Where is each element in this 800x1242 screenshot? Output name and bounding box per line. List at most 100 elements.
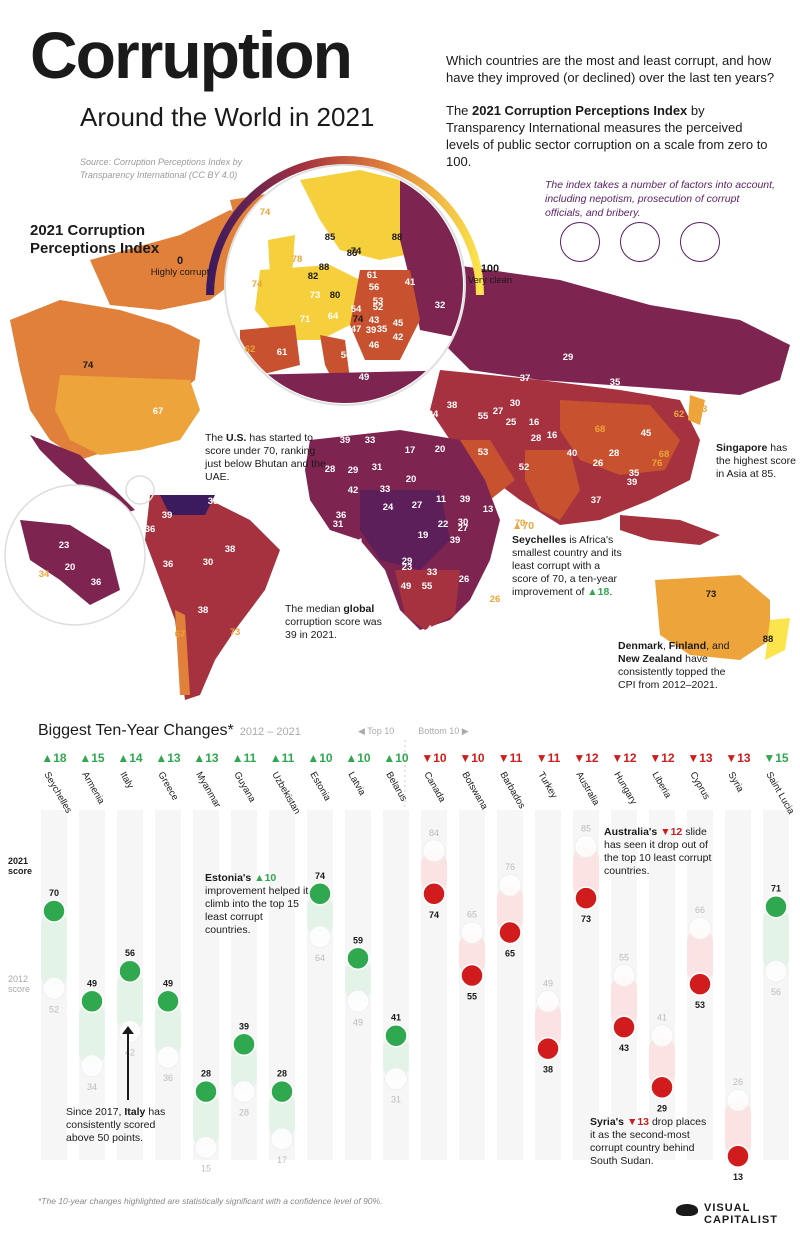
map-score-label: 67: [153, 406, 164, 417]
map-score-label: 36: [91, 577, 102, 588]
footnote: *The 10-year changes highlighted are sta…: [38, 1196, 383, 1206]
map-score-label: 25: [506, 417, 517, 428]
score-2012-label: 84: [429, 828, 439, 838]
score-2012-label: 26: [733, 1077, 743, 1087]
change-bar: [383, 1035, 409, 1079]
map-score-label: 88: [392, 232, 403, 243]
map-score-label: 13: [483, 504, 494, 515]
change-bar: [345, 958, 371, 1002]
change-label: ▼11: [498, 751, 523, 765]
change-label: ▲10: [383, 751, 409, 765]
chart-title: Biggest Ten-Year Changes* 2012 – 2021: [38, 722, 301, 739]
flag-2012-marker: [498, 873, 522, 897]
factors-note: The index takes a number of factors into…: [545, 179, 775, 219]
flag-2012-marker: [574, 835, 598, 858]
map-score-label: 45: [641, 428, 652, 439]
map-score-label: 32: [435, 300, 446, 311]
brand-logo: VISUAL CAPITALIST: [676, 1202, 778, 1226]
flag-2012-marker: [232, 1080, 256, 1104]
map-south-america: [145, 495, 280, 700]
flag-2012-marker: [308, 925, 332, 949]
map-score-label: 82: [308, 271, 319, 282]
score-2012-label: 28: [239, 1108, 249, 1118]
map-western-europe: [255, 265, 360, 340]
map-score-label: 52: [373, 302, 384, 313]
estonia-annotation: Estonia's ▲10 improvement helped it clim…: [205, 872, 309, 936]
flag-2021-marker: [194, 1079, 218, 1104]
map-score-label: 21: [353, 537, 364, 548]
score-2021-label: 38: [543, 1065, 553, 1075]
chart-tabs: ◀ Top 10 Bottom 10 ▶: [358, 726, 469, 737]
flag-2021-marker: [308, 882, 332, 906]
map-score-label: 41: [405, 277, 416, 288]
map-score-label: 30: [181, 455, 192, 466]
map-score-label: 46: [369, 340, 380, 351]
map-score-label: 26: [593, 458, 604, 469]
map-score-label: 62: [245, 344, 256, 355]
score-2021-label: 70: [49, 888, 59, 898]
scale-arc: [206, 156, 484, 296]
score-2021-label: 13: [733, 1172, 743, 1182]
score-2012-label: 85: [581, 824, 591, 834]
ten-year-change-chart: 70 52 ▲18 Seychelles 49 34 ▲15 Armenia 56 42 ▲14 It…: [41, 740, 797, 1182]
chart-column-bg: [307, 810, 333, 1160]
map-score-label: 67: [175, 629, 186, 640]
score-2021-label: 55: [467, 992, 477, 1002]
seychelles-annotation: Seychelles is Africa's smallest country …: [512, 534, 622, 598]
flag-2012-marker: [80, 1054, 104, 1078]
country-label: Guyana: [231, 770, 258, 805]
map-russia: [420, 260, 790, 395]
map-score-label: 73: [310, 290, 321, 301]
map-score-label: 74: [260, 207, 271, 218]
country-label: Saint Lucia: [763, 770, 796, 817]
map-eastern-europe: [350, 270, 420, 360]
country-label: Latvia: [345, 770, 368, 798]
map-score-label: 44: [337, 417, 348, 428]
chart-column-bg: [79, 810, 105, 1160]
map-scandinavia: [300, 170, 430, 260]
score-2021-label: 53: [695, 1000, 705, 1010]
map-usa: [55, 375, 200, 455]
page-subtitle: Around the World in 2021: [80, 102, 375, 132]
map-score-label: 39: [208, 496, 219, 507]
change-bar: [459, 932, 485, 976]
map-score-label: 24: [383, 502, 394, 513]
score-2012-label: 66: [695, 905, 705, 915]
map-italy: [320, 335, 350, 385]
change-label: ▼15: [763, 751, 789, 765]
map-score-label: 78: [292, 254, 303, 265]
map-score-label: 26: [490, 594, 501, 605]
map-score-label: 71: [300, 314, 311, 325]
map-score-label: 61: [367, 270, 378, 281]
map-score-label: 56: [341, 350, 352, 361]
score-2012-label: 36: [163, 1073, 173, 1083]
scale-min: 0 Highly corrupt: [150, 255, 210, 279]
country-label: Greece: [155, 770, 180, 802]
flag-2021-marker: [460, 963, 484, 988]
flag-2012-marker: [422, 839, 446, 863]
score-2012-label: 56: [771, 987, 781, 997]
us-annotation: The U.S. has started to score under 70, …: [205, 432, 326, 483]
score-2021-label: 49: [87, 978, 97, 988]
map-score-label: 85: [325, 232, 336, 243]
score-2012-label: 52: [49, 1004, 59, 1014]
map-score-label: 35: [377, 324, 388, 335]
map-score-label: 17: [405, 445, 416, 456]
map-score-label: 49: [359, 372, 370, 383]
change-label: ▲10: [307, 751, 333, 765]
flag-2012-marker: [42, 976, 66, 1000]
map-score-label: 39: [162, 510, 173, 521]
flag-2012-marker: [270, 1127, 294, 1151]
map-uk: [268, 235, 295, 275]
change-label: ▲13: [155, 751, 181, 765]
map-score-label: 42: [348, 485, 359, 496]
map-score-label: 39: [460, 494, 471, 505]
change-label: ▼12: [573, 751, 599, 765]
map-new-zealand: [765, 618, 790, 660]
score-2021-label: 73: [581, 914, 591, 924]
map-score-label: 28: [531, 433, 542, 444]
map-score-label: 20: [406, 474, 417, 485]
change-label: ▲11: [232, 751, 257, 765]
map-score-label: 37: [520, 373, 531, 384]
singapore-annotation: Singapore has the highest score in Asia …: [716, 442, 796, 480]
